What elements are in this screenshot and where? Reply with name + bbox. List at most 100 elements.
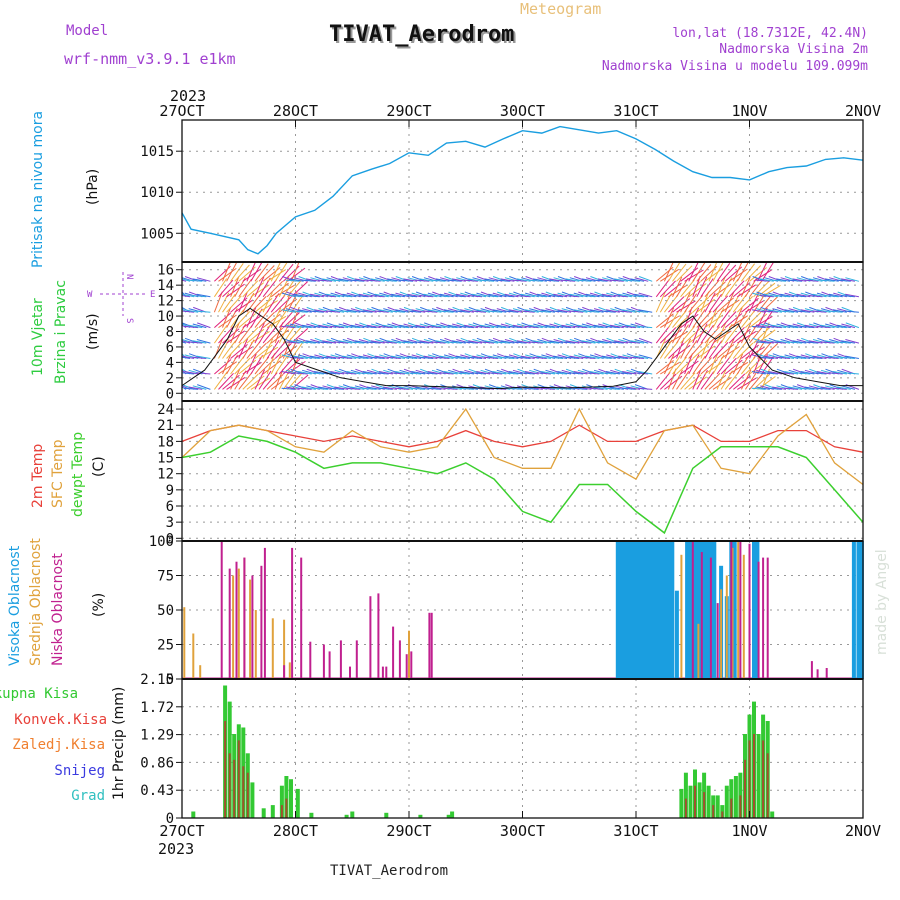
wind-arrow (832, 387, 847, 390)
wind-arrow (804, 341, 819, 344)
high-cloud-bar (615, 541, 620, 679)
wind-arrow (460, 309, 474, 313)
wind-arrow (828, 310, 843, 313)
wind-arrow (732, 261, 743, 282)
wind-arrow (696, 298, 715, 313)
wind-arrow (704, 326, 720, 344)
wind-arrow (313, 325, 328, 329)
wind-arrow (638, 292, 653, 298)
wind-arrow (557, 371, 572, 375)
low-cloud-bar (410, 651, 413, 679)
wind-arrow (728, 339, 742, 359)
wind-arrow (780, 293, 795, 298)
low-cloud-bar (355, 640, 358, 679)
precip-ytick-label: 0 (166, 811, 174, 827)
wind-arrow (609, 341, 624, 344)
wind-arrow (528, 324, 543, 329)
wind-arrow (512, 279, 527, 282)
high-cloud-bar (752, 541, 756, 679)
wind-arrow (845, 277, 860, 282)
wind-arrow (581, 356, 596, 359)
conv-precip-bar (694, 785, 696, 818)
wind-arrow (234, 346, 254, 359)
wind-arrow (597, 356, 612, 359)
wind-arrow (192, 278, 207, 282)
wind-arrow (812, 372, 827, 375)
total-precip-bar (384, 812, 389, 818)
wind-arrow (439, 355, 454, 359)
wind-arrow (455, 293, 470, 298)
wind-arrow (285, 341, 300, 344)
wind-arrow (784, 387, 799, 390)
wind-arrow (370, 356, 385, 359)
mid-cloud-label: Srednja Oblacnost (28, 538, 44, 666)
high-cloud-bar (629, 541, 634, 679)
high-cloud-bar (636, 541, 641, 679)
wind-arrow (664, 329, 683, 344)
wind-arrow (192, 323, 207, 329)
total-precip-bar (697, 782, 702, 818)
wind-arrow (784, 325, 799, 329)
precip-ytick-label: 1.72 (140, 700, 174, 716)
wind-arrow (411, 387, 426, 390)
conv-precip-bar (721, 811, 724, 818)
wind-arrow (741, 263, 755, 282)
wind-arrow (226, 330, 246, 344)
precip-ytick-label: 2.15 (140, 672, 174, 688)
mid-cloud-bar (283, 619, 286, 679)
low-cloud-bar (251, 575, 254, 679)
wind-arrow (338, 356, 353, 359)
wind-arrow (724, 371, 740, 390)
wind-arrow (630, 295, 645, 298)
low-cloud-bar (691, 541, 694, 679)
wind-arrow (322, 340, 337, 344)
wind-ytick-label: 16 (157, 263, 174, 279)
wind-arrow (238, 291, 248, 313)
wind-arrow (496, 279, 511, 282)
wind-arrow (634, 355, 649, 359)
wind-arrow (266, 315, 287, 329)
wind-arrow (724, 278, 739, 298)
wind-arrow (569, 355, 584, 359)
wind-arrow (291, 328, 309, 344)
wind-arrow (557, 309, 572, 313)
wind-arrow (824, 340, 839, 344)
wind-arrow (841, 278, 855, 282)
wind-arrow (553, 372, 568, 375)
wind-arrow (322, 356, 337, 359)
wind-arrow (712, 330, 732, 344)
wind-arrow (354, 295, 369, 298)
wind-arrow (659, 280, 676, 298)
precip-unit: 1hr Precip (mm) (111, 687, 127, 800)
wind-arrow (242, 373, 259, 390)
wind-arrow (289, 295, 304, 298)
low-cloud-bar (309, 641, 312, 679)
wind-arrow (258, 265, 275, 282)
wind-arrow (712, 283, 732, 298)
total-precip-bar (724, 785, 729, 818)
wind-arrow (250, 355, 264, 375)
wind-arrow (226, 342, 242, 359)
wind-arrow (415, 341, 430, 344)
wind-arrow (816, 309, 831, 313)
wind-arrow (593, 279, 608, 282)
wind-arrow (741, 309, 756, 328)
wind-arrow (289, 340, 304, 344)
low-cloud-bar (716, 603, 719, 679)
wind-arrow (309, 310, 324, 313)
wind-arrow (181, 372, 195, 375)
wind-arrow (419, 356, 434, 359)
wind-arrow (776, 340, 791, 344)
wind-arrow (188, 279, 203, 282)
wind-arrow (181, 324, 187, 329)
wind-arrow (824, 278, 839, 282)
wind-arrow (655, 313, 674, 328)
total-precip-bar (770, 811, 775, 818)
wind-arrow (358, 310, 373, 313)
wind-arrow (366, 279, 381, 282)
wind-arrow (476, 325, 491, 329)
wind-arrow (346, 371, 361, 375)
wind-arrow (732, 307, 743, 328)
model-elevation: Nadmorska Visina u modelu 109.099m (602, 59, 868, 74)
wind-arrow (557, 325, 572, 329)
